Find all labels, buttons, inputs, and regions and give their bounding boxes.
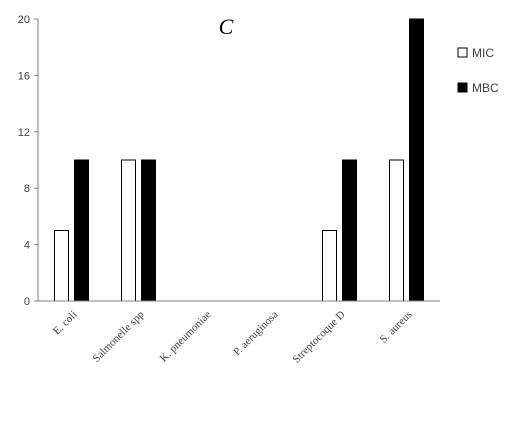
y-tick-label: 4 bbox=[24, 240, 30, 252]
chart-title: C bbox=[219, 14, 234, 39]
x-category-label: S. aureus bbox=[378, 309, 415, 346]
legend-label-mic: MIC bbox=[472, 46, 494, 60]
bar-mbc-1 bbox=[141, 159, 156, 302]
bar-mbc-0 bbox=[74, 159, 89, 302]
legend-swatch-mic bbox=[457, 47, 468, 58]
legend-label-mbc: MBC bbox=[472, 81, 499, 95]
y-tick-label: 8 bbox=[24, 183, 30, 195]
x-category-label: K. pneumoniae bbox=[158, 309, 214, 365]
y-tick-label: 20 bbox=[18, 14, 30, 26]
legend: MIC MBC bbox=[457, 46, 499, 95]
bar-mbc-4 bbox=[342, 159, 357, 302]
x-category-label: Streptocoque D bbox=[291, 309, 348, 366]
legend-swatch-mbc bbox=[457, 82, 468, 93]
x-axis: E. coli Salmonelle spp K. pneumoniae P. aer… bbox=[38, 300, 440, 366]
bars bbox=[54, 18, 424, 302]
bar-mic-5 bbox=[389, 159, 404, 302]
y-tick-label: 0 bbox=[24, 296, 30, 308]
bar-mbc-5 bbox=[409, 18, 424, 302]
bar-mic-4 bbox=[322, 230, 337, 302]
x-category-label: Salmonelle spp bbox=[90, 308, 147, 365]
y-tick-label: 12 bbox=[18, 127, 30, 139]
bar-mic-1 bbox=[121, 159, 136, 302]
x-category-label: E. coli bbox=[51, 309, 80, 338]
x-category-label: P. aeruginosa bbox=[231, 309, 281, 359]
y-axis: 0 4 8 12 16 20 bbox=[18, 14, 39, 308]
y-tick-label: 16 bbox=[18, 70, 30, 82]
bar-mic-0 bbox=[54, 230, 69, 302]
